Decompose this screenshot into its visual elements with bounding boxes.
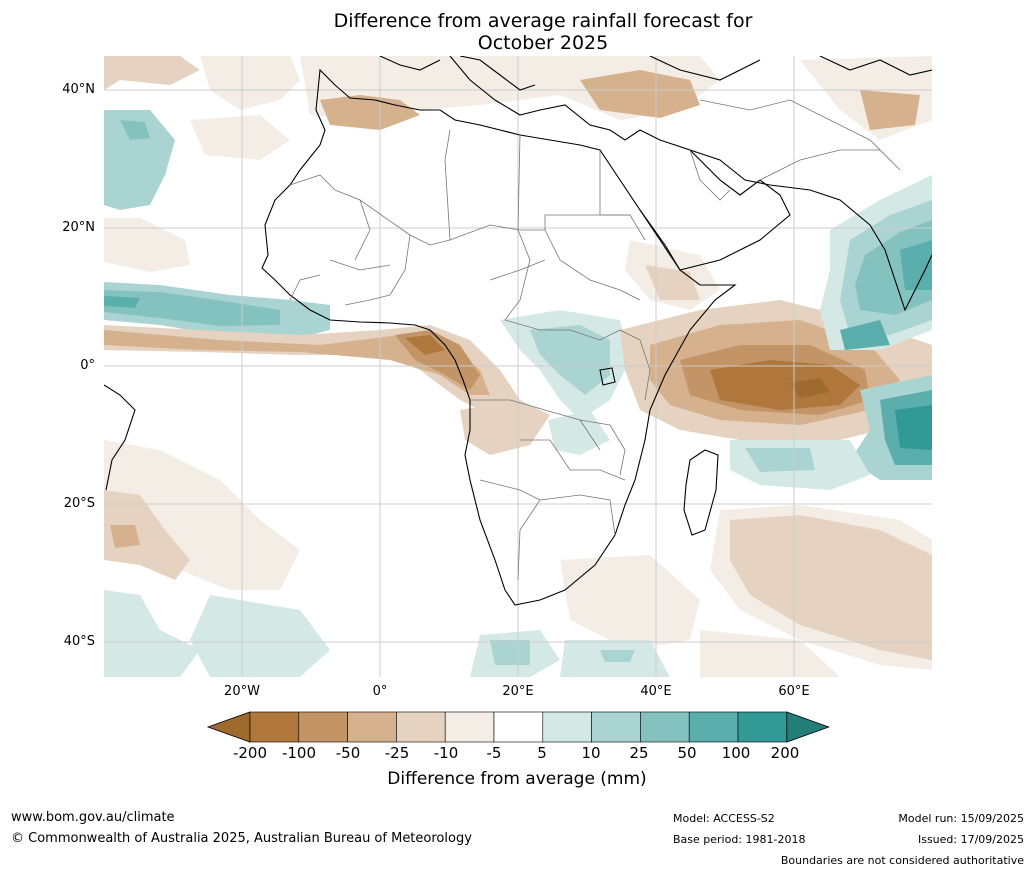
- coastlines: [104, 56, 932, 606]
- country-borders: [289, 99, 901, 581]
- colorbar-swatch: [688, 711, 739, 743]
- colorbar: [206, 711, 830, 743]
- colorbar-tick: -5: [486, 744, 502, 762]
- colorbar-tick: -25: [384, 744, 410, 762]
- colorbar-tick: -10: [433, 744, 459, 762]
- disclaimer-text: Boundaries are not considered authoritat…: [780, 854, 1024, 867]
- colorbar-tick: 25: [629, 744, 649, 762]
- colorbar-tick: 10: [581, 744, 601, 762]
- colorbar-swatch: [396, 711, 446, 743]
- colorbar-extend-low: [206, 711, 251, 743]
- colorbar-tick: -50: [335, 744, 361, 762]
- website-link[interactable]: www.bom.gov.au/climate: [11, 810, 175, 825]
- title-line-1: Difference from average rainfall forecas…: [333, 10, 753, 32]
- lon-label-40e: 40°E: [640, 684, 672, 699]
- lat-label-40s: 40°S: [63, 634, 95, 649]
- colorbar-swatch: [737, 711, 788, 743]
- lat-label-0: 0°: [80, 358, 95, 373]
- colorbar-swatch: [591, 711, 641, 743]
- base-period-text: Base period: 1981-2018: [673, 833, 806, 846]
- lat-label-20n: 20°N: [62, 220, 95, 235]
- colorbar-tick: 5: [537, 744, 547, 762]
- lon-label-20e: 20°E: [502, 684, 534, 699]
- colorbar-swatch: [347, 711, 397, 743]
- map-frame: [104, 56, 932, 677]
- issued-text: Issued: 17/09/2025: [917, 833, 1024, 846]
- colorbar-swatch: [444, 711, 495, 743]
- colorbar-swatch: [640, 711, 690, 743]
- colorbar-tick: -200: [232, 744, 268, 762]
- colorbar-extend-high: [786, 711, 830, 743]
- map-title: Difference from average rainfall forecas…: [230, 10, 856, 54]
- lat-label-20s: 20°S: [63, 496, 95, 511]
- anomaly-fields: [104, 56, 932, 677]
- colorbar-title: Difference from average (mm): [387, 769, 647, 789]
- model-text: Model: ACCESS-S2: [673, 812, 775, 825]
- lon-label-20w: 20°W: [224, 684, 260, 699]
- model-run-text: Model run: 15/09/2025: [898, 812, 1024, 825]
- colorbar-swatch: [493, 711, 544, 743]
- colorbar-swatch: [298, 711, 348, 743]
- colorbar-tick: -100: [281, 744, 317, 762]
- colorbar-tick: 50: [677, 744, 697, 762]
- lon-label-60e: 60°E: [778, 684, 810, 699]
- graticule: [104, 56, 932, 677]
- lat-label-40n: 40°N: [62, 82, 95, 97]
- copyright-text: © Commonwealth of Australia 2025, Austra…: [11, 831, 472, 846]
- colorbar-tick: 100: [721, 744, 751, 762]
- colorbar-swatch: [542, 711, 592, 743]
- title-line-2: October 2025: [477, 32, 609, 54]
- colorbar-swatch: [249, 711, 300, 743]
- colorbar-tick: 200: [770, 744, 800, 762]
- lon-label-0: 0°: [372, 684, 388, 699]
